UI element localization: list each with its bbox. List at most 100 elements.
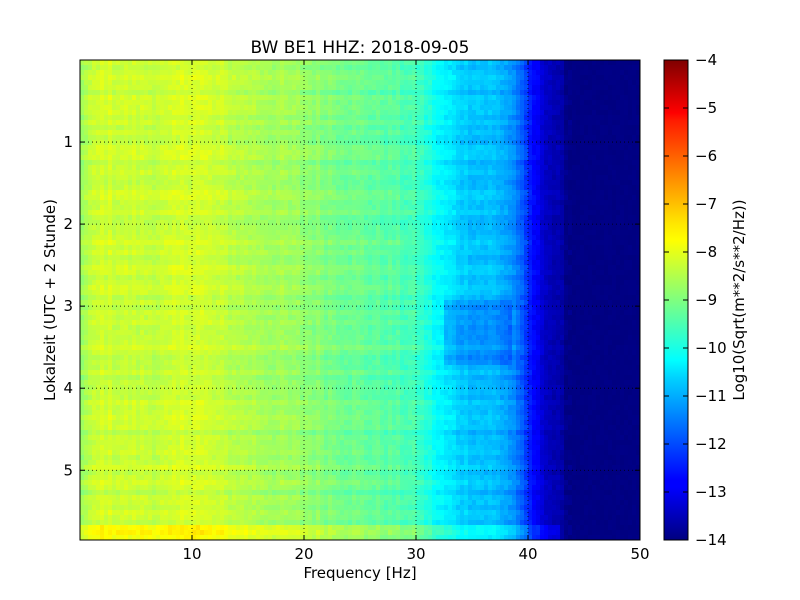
heatmap-cell	[556, 90, 561, 96]
heatmap-cell	[372, 100, 377, 106]
heatmap-cell	[240, 95, 245, 101]
heatmap-cell	[512, 210, 517, 216]
heatmap-cell	[328, 70, 333, 76]
heatmap-cell	[152, 155, 157, 161]
heatmap-cell	[380, 190, 385, 196]
heatmap-cell	[236, 75, 241, 81]
heatmap-cell	[128, 205, 133, 211]
heatmap-cell	[148, 70, 153, 76]
heatmap-cell	[188, 125, 193, 131]
heatmap-cell	[220, 125, 225, 131]
heatmap-cell	[244, 180, 249, 186]
heatmap-cell	[584, 170, 589, 176]
heatmap-cell	[400, 190, 405, 196]
heatmap-cell	[196, 200, 201, 206]
heatmap-cell	[636, 220, 640, 226]
heatmap-cell	[184, 190, 189, 196]
heatmap-cell	[148, 90, 153, 96]
heatmap-cell	[368, 100, 373, 106]
heatmap-cell	[556, 160, 561, 166]
heatmap-cell	[312, 195, 317, 201]
heatmap-cell	[336, 155, 341, 161]
heatmap-cell	[308, 155, 313, 161]
heatmap-cell	[152, 225, 157, 231]
heatmap-cell	[600, 180, 605, 186]
heatmap-cell	[328, 135, 333, 141]
heatmap-cell	[612, 145, 617, 151]
heatmap-cell	[572, 145, 577, 151]
heatmap-cell	[312, 95, 317, 101]
heatmap-cell	[548, 200, 553, 206]
heatmap-cell	[544, 110, 549, 116]
heatmap-cell	[468, 220, 473, 226]
heatmap-cell	[540, 110, 545, 116]
heatmap-cell	[380, 80, 385, 86]
heatmap-cell	[132, 95, 137, 101]
heatmap-cell	[424, 180, 429, 186]
heatmap-cell	[240, 135, 245, 141]
heatmap-cell	[420, 185, 425, 191]
heatmap-cell	[88, 230, 93, 236]
heatmap-cell	[408, 70, 413, 76]
heatmap-cell	[484, 90, 489, 96]
heatmap-cell	[576, 175, 581, 181]
heatmap-cell	[480, 195, 485, 201]
heatmap-cell	[584, 75, 589, 81]
heatmap-cell	[568, 170, 573, 176]
heatmap-cell	[392, 130, 397, 136]
heatmap-cell	[84, 170, 89, 176]
heatmap-cell	[328, 190, 333, 196]
heatmap-cell	[116, 105, 121, 111]
heatmap-cell	[204, 215, 209, 221]
heatmap-cell	[428, 215, 433, 221]
heatmap-cell	[544, 135, 549, 141]
heatmap-cell	[420, 90, 425, 96]
heatmap-cell	[564, 200, 569, 206]
heatmap-cell	[524, 170, 529, 176]
heatmap-cell	[212, 70, 217, 76]
heatmap-cell	[328, 90, 333, 96]
heatmap-cell	[172, 135, 177, 141]
heatmap-cell	[108, 235, 113, 241]
heatmap-cell	[240, 65, 245, 71]
heatmap-cell	[444, 80, 449, 86]
heatmap-cell	[100, 65, 105, 71]
heatmap-cell	[492, 135, 497, 141]
heatmap-cell	[548, 155, 553, 161]
heatmap-cell	[148, 115, 153, 121]
heatmap-cell	[328, 100, 333, 106]
heatmap-cell	[344, 100, 349, 106]
heatmap-cell	[164, 75, 169, 81]
heatmap-cell	[100, 130, 105, 136]
heatmap-cell	[340, 210, 345, 216]
heatmap-cell	[136, 195, 141, 201]
heatmap-cell	[480, 205, 485, 211]
heatmap-cell	[296, 135, 301, 141]
heatmap-cell	[376, 130, 381, 136]
heatmap-cell	[184, 100, 189, 106]
heatmap-cell	[360, 125, 365, 131]
heatmap-cell	[636, 130, 640, 136]
heatmap-cell	[408, 230, 413, 236]
heatmap-cell	[200, 95, 205, 101]
heatmap-cell	[384, 115, 389, 121]
heatmap-cell	[496, 190, 501, 196]
heatmap-cell	[320, 220, 325, 226]
heatmap-cell	[268, 170, 273, 176]
heatmap-cell	[456, 160, 461, 166]
heatmap-cell	[620, 85, 625, 91]
heatmap-cell	[392, 70, 397, 76]
heatmap-cell	[452, 105, 457, 111]
heatmap-cell	[624, 80, 629, 86]
heatmap-cell	[432, 140, 437, 146]
heatmap-cell	[164, 175, 169, 181]
heatmap-cell	[556, 225, 561, 231]
heatmap-cell	[476, 170, 481, 176]
heatmap-cell	[240, 215, 245, 221]
heatmap-cell	[532, 60, 537, 66]
heatmap-cell	[396, 220, 401, 226]
heatmap-cell	[100, 225, 105, 231]
heatmap-cell	[156, 65, 161, 71]
heatmap-cell	[120, 200, 125, 206]
heatmap-cell	[412, 170, 417, 176]
